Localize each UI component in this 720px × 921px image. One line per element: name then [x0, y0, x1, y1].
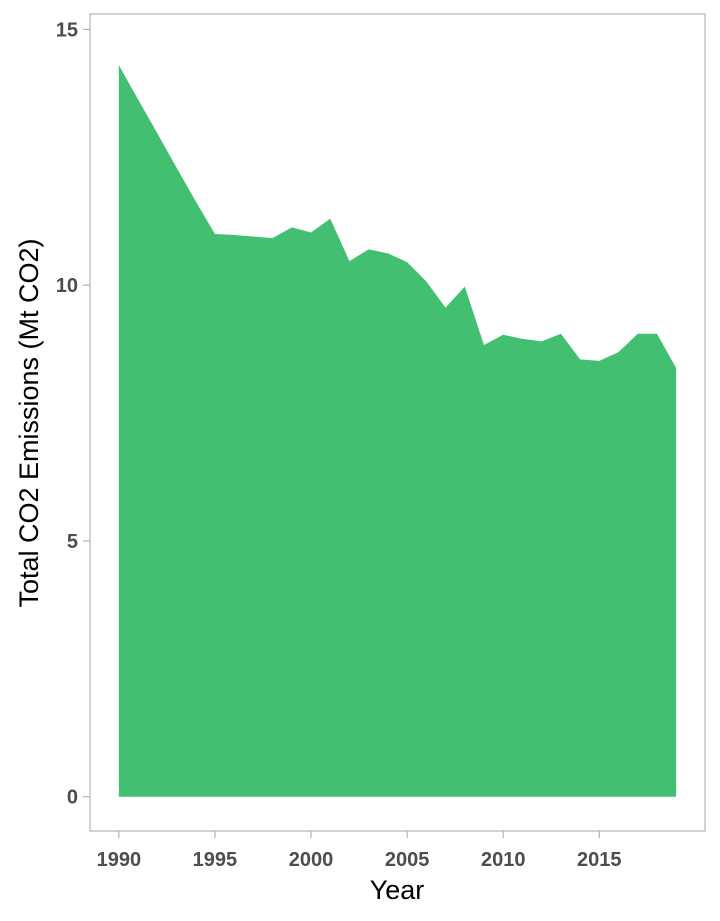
- y-tick-label: 5: [67, 531, 78, 553]
- x-axis-ticks: 1990 1995 2000 2005 2010 2015: [97, 831, 622, 871]
- x-tick-label: 1995: [193, 849, 238, 871]
- x-axis-title: Year: [370, 875, 425, 905]
- co2-emissions-area: [118, 65, 677, 797]
- x-tick-label: 2010: [481, 849, 526, 871]
- y-tick-label: 0: [67, 787, 78, 809]
- y-axis-ticks: 0 5 10 15: [56, 19, 90, 809]
- y-tick-label: 15: [56, 19, 78, 41]
- x-tick-label: 2015: [577, 849, 622, 871]
- plot-panel-border: [89, 13, 706, 832]
- x-tick-label: 2005: [385, 849, 430, 871]
- x-tick-label: 2000: [289, 849, 334, 871]
- y-tick-label: 10: [56, 275, 78, 297]
- x-tick-label: 1990: [97, 849, 142, 871]
- y-axis-title: Total CO2 Emissions (Mt CO2): [14, 238, 44, 607]
